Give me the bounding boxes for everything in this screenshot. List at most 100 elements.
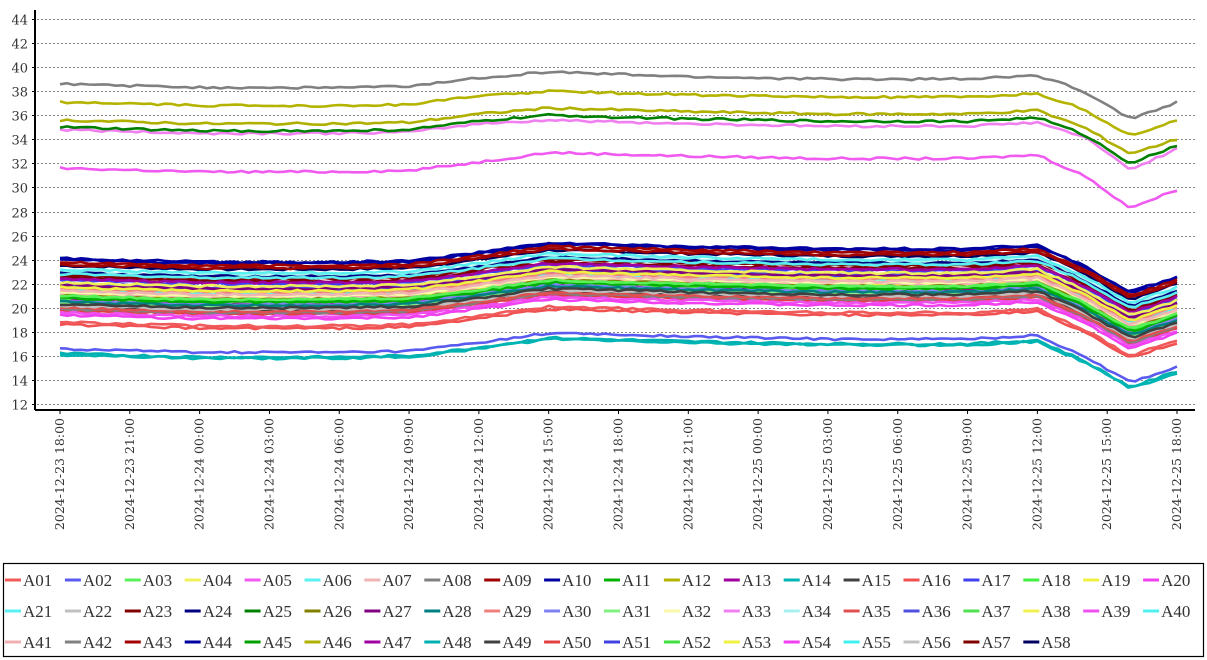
series-line-A15 (60, 286, 1178, 339)
legend-item[interactable]: A33 (723, 602, 771, 621)
legend-item[interactable]: A29 (484, 602, 531, 621)
legend-item[interactable]: A11 (604, 571, 651, 590)
legend-item[interactable]: A40 (1143, 602, 1190, 621)
legend-label: A18 (1041, 571, 1070, 590)
legend-item[interactable]: A03 (124, 571, 172, 590)
legend-item[interactable]: A48 (424, 633, 472, 652)
legend-label: A03 (143, 571, 172, 590)
legend-item[interactable]: A55 (843, 633, 891, 652)
legend-item[interactable]: A34 (783, 602, 832, 621)
legend-item[interactable]: A10 (544, 571, 591, 590)
legend-item[interactable]: A07 (364, 571, 412, 590)
series-line-A16 (59, 307, 1178, 358)
y-tick-label: 30 (11, 182, 28, 197)
legend-item[interactable]: A51 (604, 633, 651, 652)
series-line-A33 (59, 118, 1178, 170)
legend-item[interactable]: A58 (1023, 633, 1071, 652)
legend-label: A43 (143, 633, 172, 652)
legend-item[interactable]: A35 (843, 602, 891, 621)
legend-label: A49 (502, 633, 531, 652)
legend-item[interactable]: A47 (364, 633, 412, 652)
legend-item[interactable]: A24 (184, 602, 233, 621)
legend-item[interactable]: A01 (5, 571, 52, 590)
legend-label: A12 (682, 571, 711, 590)
legend-item[interactable]: A21 (5, 602, 52, 621)
legend-item[interactable]: A23 (124, 602, 172, 621)
legend-item[interactable]: A52 (663, 633, 711, 652)
legend-item[interactable]: A45 (244, 633, 292, 652)
legend-label: A16 (922, 571, 951, 590)
legend-label: A11 (622, 571, 651, 590)
legend-label: A51 (622, 633, 651, 652)
legend-item[interactable]: A37 (963, 602, 1011, 621)
legend-item[interactable]: A27 (364, 602, 412, 621)
legend-item[interactable]: A42 (64, 633, 112, 652)
legend-item[interactable]: A43 (124, 633, 172, 652)
legend-label: A10 (562, 571, 591, 590)
legend-item[interactable]: A49 (484, 633, 531, 652)
series-line-A46 (59, 106, 1178, 155)
legend-item[interactable]: A16 (903, 571, 951, 590)
series-line-A43 (59, 247, 1178, 299)
y-axis-ticks: 12 14 16 18 20 22 24 26 28 30 32 34 36 38 40 42 44 (11, 14, 35, 414)
legend-label: A02 (83, 571, 112, 590)
series-line-A39 (59, 295, 1178, 348)
legend-item[interactable]: A28 (424, 602, 472, 621)
legend-item[interactable]: A06 (304, 571, 352, 590)
legend-label: A47 (382, 633, 412, 652)
legend-item[interactable]: A39 (1083, 602, 1130, 621)
legend-item[interactable]: A57 (963, 633, 1011, 652)
legend-item[interactable]: A19 (1083, 571, 1130, 590)
legend-item[interactable]: A30 (544, 602, 591, 621)
legend-item[interactable]: A53 (723, 633, 771, 652)
legend-item[interactable]: A15 (843, 571, 891, 590)
legend-item[interactable]: A31 (604, 602, 651, 621)
legend-item[interactable]: A54 (783, 633, 832, 652)
y-tick-label: 20 (11, 303, 28, 318)
legend-label: A31 (622, 602, 651, 621)
x-tick-label: 2024-12-25 06:00 (890, 418, 905, 530)
x-tick-label: 2024-12-23 18:00 (52, 418, 67, 530)
legend-item[interactable]: A50 (544, 633, 591, 652)
legend-item[interactable]: A38 (1023, 602, 1071, 621)
legend-item[interactable]: A22 (64, 602, 112, 621)
axes (34, 10, 1195, 411)
legend-item[interactable]: A17 (963, 571, 1011, 590)
y-tick-label: 32 (11, 158, 28, 173)
legend-label: A37 (981, 602, 1011, 621)
legend-item[interactable]: A36 (903, 602, 951, 621)
legend-item[interactable]: A14 (783, 571, 832, 590)
legend-item[interactable]: A32 (663, 602, 711, 621)
x-axis-ticks: 2024-12-23 18:00 2024-12-23 21:00 2024-12-… (52, 410, 1184, 530)
legend-item[interactable]: A18 (1023, 571, 1071, 590)
series-line-A10 (59, 241, 1178, 293)
legend-label: A32 (682, 602, 711, 621)
legend-item[interactable]: A26 (304, 602, 352, 621)
x-tick-label: 2024-12-25 18:00 (1169, 418, 1184, 530)
legend-item[interactable]: A46 (304, 633, 352, 652)
legend-label: A23 (143, 602, 172, 621)
y-tick-label: 22 (11, 279, 28, 294)
legend-item[interactable]: A20 (1143, 571, 1190, 590)
legend-item[interactable]: A41 (5, 633, 52, 652)
legend-item[interactable]: A09 (484, 571, 531, 590)
legend-item[interactable]: A12 (663, 571, 711, 590)
legend-item[interactable]: A08 (424, 571, 472, 590)
legend-label: A15 (862, 571, 891, 590)
series-line-A01 (59, 304, 1178, 357)
legend-label: A42 (83, 633, 112, 652)
legend-item[interactable]: A56 (903, 633, 951, 652)
legend-item[interactable]: A04 (184, 571, 233, 590)
legend-item[interactable]: A05 (244, 571, 292, 590)
series-line-A04 (59, 265, 1178, 316)
legend-item[interactable]: A44 (184, 633, 233, 652)
legend-label: A14 (802, 571, 832, 590)
legend-item[interactable]: A25 (244, 602, 292, 621)
series-lines (59, 70, 1178, 389)
series-line-A09 (59, 244, 1178, 296)
legend-label: A48 (442, 633, 471, 652)
legend-item[interactable]: A13 (723, 571, 771, 590)
legend: A01 A02 A03 A04 A05 A06 A07 A08 A09 A10 A11 A12 A13 A… (5, 571, 1190, 652)
y-tick-label: 34 (11, 134, 28, 149)
legend-item[interactable]: A02 (64, 571, 112, 590)
